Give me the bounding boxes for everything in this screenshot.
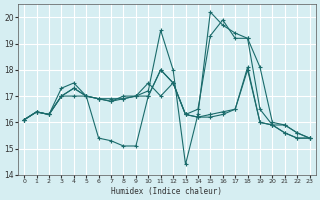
X-axis label: Humidex (Indice chaleur): Humidex (Indice chaleur) xyxy=(111,187,222,196)
